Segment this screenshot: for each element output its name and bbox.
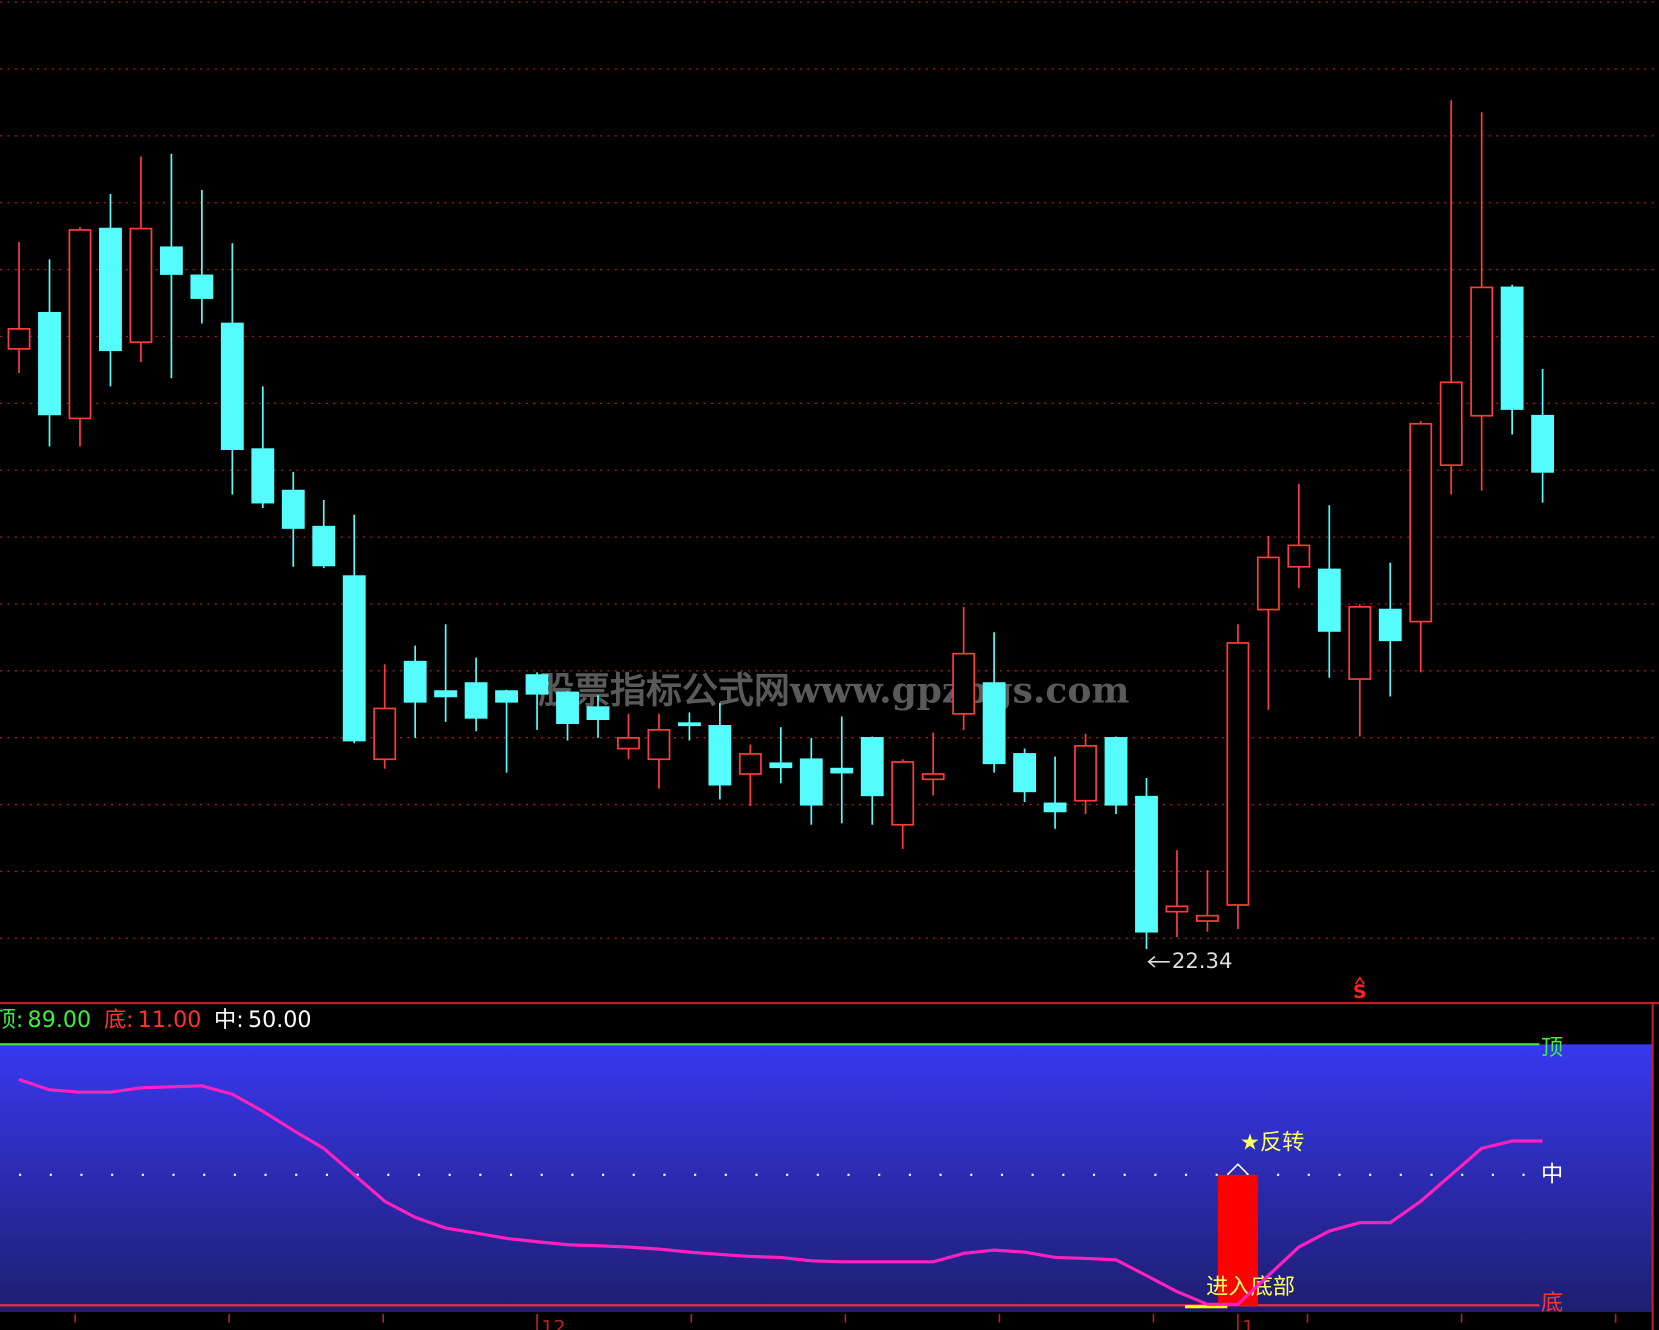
candle-body	[1439, 381, 1463, 467]
candle-body	[1317, 568, 1341, 632]
candle-body	[708, 725, 732, 786]
reversal-label: ★反转	[1240, 1130, 1304, 1156]
candle-body	[1226, 642, 1250, 906]
level-value: 11.00	[138, 1006, 202, 1032]
signal-bar	[1217, 1174, 1259, 1306]
candle-body	[1196, 914, 1219, 922]
candle-body	[1348, 606, 1372, 680]
candle-body	[403, 660, 427, 703]
candle-body	[464, 682, 488, 719]
candle-body	[1043, 802, 1067, 813]
candle-body	[1074, 745, 1097, 802]
candle-body	[1135, 795, 1158, 933]
candle-body	[586, 706, 610, 721]
x-tick-label: 1	[1242, 1316, 1254, 1330]
candle-body	[99, 227, 122, 352]
level-tag: 底	[1541, 1290, 1563, 1316]
level-tag: 顶	[1541, 1035, 1563, 1061]
candle-body	[373, 707, 397, 761]
level-name: 中:	[214, 1006, 244, 1032]
candle-body	[1500, 286, 1524, 410]
candle-body	[1287, 544, 1311, 568]
candle-body	[830, 767, 854, 774]
candle-body	[281, 489, 305, 529]
candle-body	[860, 737, 884, 797]
candle-body	[738, 753, 762, 775]
level-tag: 中	[1541, 1161, 1563, 1187]
candle-body	[1378, 608, 1402, 642]
low-arrow	[1147, 955, 1170, 968]
x-tick-label: 12	[541, 1316, 565, 1330]
candle-body	[1256, 556, 1280, 611]
candle-body	[68, 229, 92, 420]
candle-body	[891, 761, 915, 826]
candle-body	[952, 652, 976, 715]
candle-body	[38, 311, 61, 416]
low-label: 22.34	[1172, 948, 1233, 973]
candle-body	[129, 227, 153, 344]
level-value: 89.00	[28, 1006, 92, 1032]
level-name: 底:	[104, 1006, 134, 1032]
watermark: 股票指标公式网www.gpzbgs.com	[538, 670, 1129, 712]
candle-body	[1470, 286, 1494, 417]
indicator-header: 顶:89.00 底:11.00 中:50.00	[0, 1006, 312, 1032]
candle-body	[982, 682, 1006, 765]
candle-body	[647, 729, 671, 761]
candle-body	[251, 448, 275, 504]
candle-body	[1531, 414, 1555, 473]
bottom-label: 进入底部	[1206, 1274, 1295, 1300]
indicator-line	[18, 1077, 1543, 1306]
candle-body	[342, 575, 366, 742]
candle-body	[312, 525, 336, 567]
candle-body	[769, 762, 793, 769]
candle-body	[921, 773, 945, 781]
marker-arrow	[1354, 976, 1365, 985]
level-value: 50.00	[248, 1006, 312, 1032]
candle-body	[556, 691, 579, 725]
candle-body	[617, 737, 640, 750]
level-name: 顶:	[0, 1006, 23, 1032]
candle-body	[1165, 905, 1189, 913]
candle-body	[1104, 737, 1128, 806]
candle-body	[159, 246, 183, 275]
indicator-background	[0, 1044, 1653, 1313]
candle-body	[220, 322, 244, 450]
candle-body	[799, 758, 823, 806]
candle-body	[495, 690, 519, 703]
marker-label: S	[1353, 981, 1367, 1003]
candle-body	[1409, 422, 1433, 623]
candle-body	[525, 674, 549, 695]
candle-body	[434, 690, 458, 698]
candle-body	[677, 722, 701, 727]
signal-cap	[1226, 1163, 1250, 1176]
candle-body	[190, 274, 214, 299]
candle-body	[1013, 753, 1037, 793]
candle-body	[7, 327, 31, 350]
